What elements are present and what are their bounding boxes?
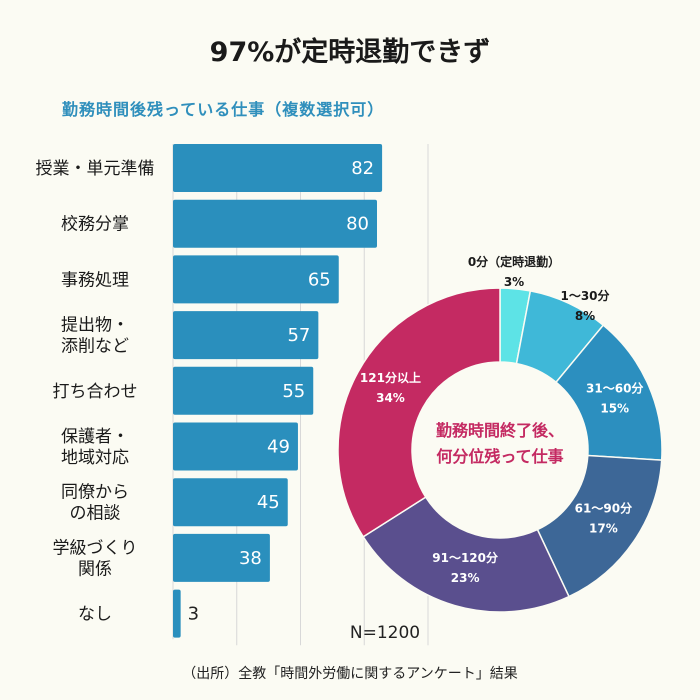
source-note: （出所）全教「時間外労働に関するアンケート」結果 — [182, 666, 518, 682]
bar-value-label: 3 — [188, 604, 199, 625]
slice-category-label: 121分以上 — [360, 370, 421, 385]
bar-value-label: 80 — [346, 214, 369, 235]
bar — [173, 478, 288, 527]
bar-value-label: 57 — [287, 325, 310, 346]
bar — [173, 589, 181, 638]
category-label: 関係 — [78, 559, 112, 579]
bar — [173, 311, 319, 360]
bar-value-label: 82 — [351, 158, 374, 179]
category-label: 事務処理 — [61, 270, 129, 290]
donut-center-text: 何分位残って仕事 — [436, 447, 563, 466]
slice-category-label: 91～120分 — [432, 550, 498, 565]
sample-size-label: N=1200 — [350, 623, 420, 643]
category-label: の相談 — [70, 504, 121, 524]
slice-percent-label: 8% — [575, 309, 595, 323]
bar-value-label: 45 — [257, 492, 280, 513]
bar — [173, 533, 270, 582]
slice-percent-label: 17% — [589, 521, 618, 535]
bar — [173, 422, 298, 471]
slice-category-label: 61～90分 — [575, 500, 632, 515]
category-label: 打ち合わせ — [53, 382, 138, 402]
bar-value-label: 49 — [267, 437, 290, 458]
chart-title: 97%が定時退勤できず — [209, 37, 491, 68]
bar-value-label: 38 — [239, 548, 262, 569]
donut-center-text: 勤務時間終了後、 — [436, 421, 564, 440]
category-label: なし — [78, 605, 112, 625]
bar — [173, 366, 314, 415]
category-label: 同僚から — [61, 483, 129, 503]
category-label: 校務分掌 — [61, 215, 129, 235]
bar-chart: 82 授業・単元準備 80 校務分掌 65 事務処理 57 提出物・添削など 55 打ち合わせ 49… — [36, 144, 383, 638]
category-label: 授業・単元準備 — [36, 159, 155, 179]
slice-category-label: 31～60分 — [586, 380, 643, 395]
donut-hole — [413, 363, 587, 537]
category-label: 提出物・ — [61, 316, 129, 336]
bar-value-label: 65 — [308, 269, 331, 290]
category-label: 添削など — [61, 337, 129, 357]
category-label: 保護者・ — [61, 427, 129, 447]
bar — [173, 144, 383, 192]
slice-percent-label: 15% — [600, 401, 629, 415]
slice-category-label: 0分（定時退勤） — [468, 254, 560, 269]
slice-percent-label: 34% — [376, 391, 405, 405]
bar — [173, 255, 339, 304]
bar-chart-subtitle: 勤務時間後残っている仕事（複数選択可） — [62, 100, 385, 119]
category-label: 学級づくり — [53, 538, 138, 558]
donut-chart: 0分（定時退勤） 3% 1～30分 8% 31～60分 15% 61～90分 17% 91～12… — [337, 254, 663, 613]
donut-slice — [362, 496, 570, 613]
bar-value-label: 55 — [282, 381, 305, 402]
slice-percent-label: 23% — [451, 571, 480, 585]
donut-slice — [337, 287, 501, 538]
bar — [173, 199, 377, 248]
category-label: 地域対応 — [61, 448, 129, 468]
slice-category-label: 1～30分 — [560, 288, 609, 303]
slice-percent-label: 3% — [504, 275, 524, 289]
